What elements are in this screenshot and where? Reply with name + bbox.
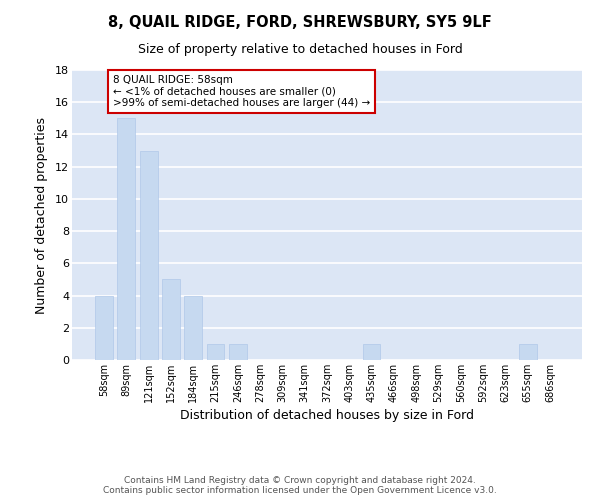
Bar: [229, 344, 247, 360]
Y-axis label: Number of detached properties: Number of detached properties: [35, 116, 48, 314]
Bar: [162, 280, 180, 360]
Text: Size of property relative to detached houses in Ford: Size of property relative to detached ho…: [137, 42, 463, 56]
Bar: [362, 344, 380, 360]
Bar: [95, 296, 113, 360]
Bar: [118, 118, 136, 360]
Bar: [518, 344, 536, 360]
Text: 8, QUAIL RIDGE, FORD, SHREWSBURY, SY5 9LF: 8, QUAIL RIDGE, FORD, SHREWSBURY, SY5 9L…: [108, 15, 492, 30]
Text: 8 QUAIL RIDGE: 58sqm
← <1% of detached houses are smaller (0)
>99% of semi-detac: 8 QUAIL RIDGE: 58sqm ← <1% of detached h…: [113, 75, 370, 108]
X-axis label: Distribution of detached houses by size in Ford: Distribution of detached houses by size …: [180, 409, 474, 422]
Bar: [206, 344, 224, 360]
Text: Contains HM Land Registry data © Crown copyright and database right 2024.
Contai: Contains HM Land Registry data © Crown c…: [103, 476, 497, 495]
Bar: [184, 296, 202, 360]
Bar: [140, 150, 158, 360]
